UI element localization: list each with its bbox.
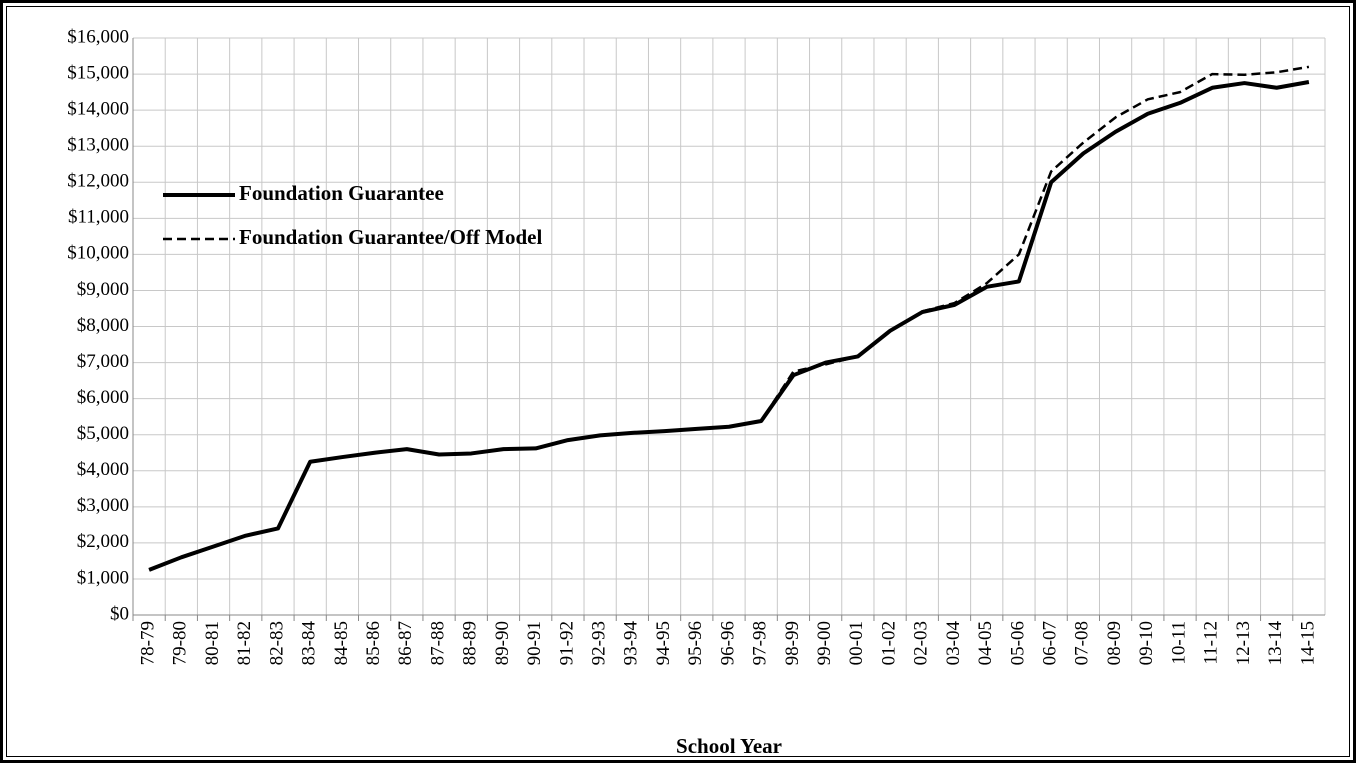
x-tick-label: 08-09 — [1104, 621, 1125, 665]
x-axis-title: School Year — [676, 734, 782, 758]
x-tick-label: 79-80 — [170, 621, 191, 665]
x-tick-label: 81-82 — [234, 621, 255, 665]
x-tick-label: 78-79 — [137, 621, 158, 665]
x-tick-label: 06-07 — [1040, 621, 1061, 665]
x-tick-label: 88-89 — [460, 621, 481, 665]
x-tick-label: 89-90 — [492, 621, 513, 665]
x-tick-label: 92-93 — [588, 621, 609, 665]
x-tick-label: 09-10 — [1136, 621, 1157, 665]
y-tick-label: $11,000 — [68, 207, 129, 228]
x-tick-label: 99-00 — [814, 621, 835, 665]
x-tick-label: 05-06 — [1007, 621, 1028, 665]
x-tick-label: 86-87 — [395, 621, 416, 665]
x-tick-label: 07-08 — [1072, 621, 1093, 665]
x-tick-label: 94-95 — [653, 621, 674, 665]
legend-label: Foundation Guarantee — [239, 181, 444, 205]
x-tick-label: 95-96 — [685, 621, 706, 665]
x-tick-label: 97-98 — [750, 621, 771, 665]
legend-label: Foundation Guarantee/Off Model — [239, 225, 542, 249]
x-tick-label: 98-99 — [782, 621, 803, 665]
x-tick-label: 84-85 — [331, 621, 352, 665]
x-tick-label: 01-02 — [878, 621, 899, 665]
y-tick-label: $2,000 — [77, 531, 129, 552]
y-tick-label: $14,000 — [67, 98, 129, 119]
y-tick-label: $7,000 — [77, 351, 129, 372]
x-tick-label: 00-01 — [846, 621, 867, 665]
series-line — [148, 80, 1310, 572]
x-tick-label: 83-84 — [299, 621, 320, 666]
y-tick-label: $9,000 — [77, 279, 129, 300]
x-tick-label: 04-05 — [975, 621, 996, 665]
x-tick-label: 11-12 — [1201, 621, 1222, 665]
x-tick-label: 12-13 — [1233, 621, 1254, 665]
y-tick-label: $0 — [110, 603, 129, 624]
x-tick-label: 87-88 — [427, 621, 448, 665]
x-tick-label: 10-11 — [1168, 621, 1189, 665]
inner-frame — [6, 6, 1350, 757]
x-tick-label: 13-14 — [1265, 621, 1286, 666]
y-tick-label: $1,000 — [77, 567, 129, 588]
y-tick-label: $15,000 — [67, 62, 129, 83]
x-tick-label: 03-04 — [943, 621, 964, 666]
x-tick-label: 93-94 — [621, 621, 642, 666]
x-tick-label: 96-96 — [717, 621, 738, 665]
y-tick-label: $10,000 — [67, 243, 129, 264]
y-tick-label: $6,000 — [77, 387, 129, 408]
x-tick-label: 02-03 — [911, 621, 932, 665]
y-tick-label: $12,000 — [67, 171, 129, 192]
x-tick-label: 90-91 — [524, 621, 545, 665]
y-tick-label: $8,000 — [77, 315, 129, 336]
y-tick-label: $4,000 — [77, 459, 129, 480]
y-tick-label: $5,000 — [77, 423, 129, 444]
x-tick-label: 14-15 — [1297, 621, 1318, 665]
x-tick-label: 85-86 — [363, 621, 384, 665]
series-line — [148, 65, 1310, 572]
y-tick-label: $16,000 — [67, 26, 129, 47]
x-tick-label: 80-81 — [202, 621, 223, 665]
x-tick-label: 91-92 — [556, 621, 577, 665]
y-tick-label: $13,000 — [67, 135, 129, 156]
x-tick-label: 82-83 — [266, 621, 287, 665]
y-tick-label: $3,000 — [77, 495, 129, 516]
